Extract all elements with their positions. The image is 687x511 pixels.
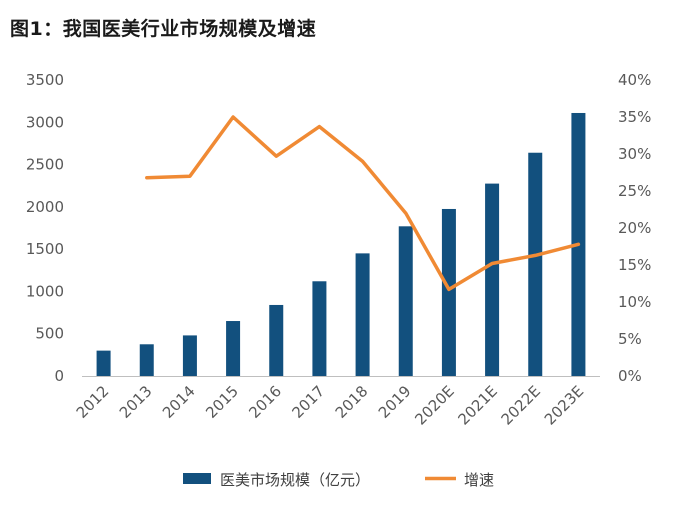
y-right-tick-label: 35%	[618, 108, 651, 126]
bar	[485, 183, 500, 376]
y-left-tick-label: 3000	[26, 113, 64, 131]
x-tick-label: 2017	[289, 382, 329, 422]
x-tick-label: 2021E	[454, 382, 500, 428]
x-tick-label: 2022E	[498, 382, 544, 428]
x-tick-label: 2012	[73, 382, 113, 422]
bar	[139, 344, 154, 376]
y-right-tick-label: 25%	[618, 182, 651, 200]
bar	[269, 304, 284, 376]
x-tick-label: 2014	[159, 382, 199, 422]
bar	[312, 281, 327, 376]
x-tick-label: 2020E	[411, 382, 457, 428]
y-left-tick-label: 3500	[26, 71, 64, 89]
y-right-tick-label: 0%	[618, 367, 642, 385]
growth-line	[145, 115, 581, 292]
bar	[528, 152, 543, 376]
y-right-tick-label: 10%	[618, 293, 651, 311]
x-tick-label: 2023E	[541, 382, 587, 428]
x-tick-label: 2015	[202, 382, 242, 422]
bar	[182, 335, 197, 376]
y-left-tick-label: 0	[54, 367, 64, 385]
y-left-tick-label: 500	[35, 325, 64, 343]
y-right-tick-label: 40%	[618, 71, 651, 89]
y-left-tick-label: 2000	[26, 198, 64, 216]
bar	[355, 253, 370, 376]
legend-swatch-bar	[183, 473, 211, 484]
y-left-tick-label: 1000	[26, 282, 64, 300]
bar	[96, 350, 111, 376]
y-right-tick-label: 20%	[618, 219, 651, 237]
x-tick-label: 2016	[245, 382, 285, 422]
y-right-tick-label: 30%	[618, 145, 651, 163]
y-left-tick-label: 1500	[26, 240, 64, 258]
x-tick-label: 2018	[332, 382, 372, 422]
legend-label-line: 增速	[464, 471, 494, 489]
bar	[441, 208, 456, 376]
x-tick-label: 2013	[116, 382, 156, 422]
chart-title: 图1：我国医美行业市场规模及增速	[10, 18, 317, 40]
legend-label-bar: 医美市场规模（亿元）	[220, 471, 370, 489]
y-right-tick-label: 15%	[618, 256, 651, 274]
bar	[398, 226, 413, 376]
bar	[226, 321, 241, 376]
y-right-tick-label: 5%	[618, 330, 642, 348]
y-left-tick-label: 2500	[26, 156, 64, 174]
x-tick-label: 2019	[375, 382, 415, 422]
